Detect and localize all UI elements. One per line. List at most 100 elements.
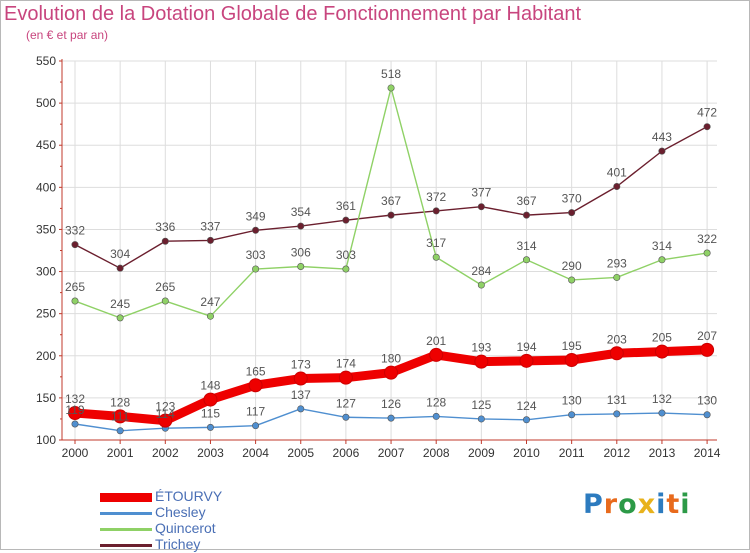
x-tick-label-2006: 2006	[333, 446, 360, 460]
y-tick-label-100: 100	[36, 433, 56, 447]
point-trichey-2006	[342, 216, 350, 224]
legend-swatch-quincerot	[100, 528, 152, 531]
point-chesley-2009	[477, 415, 485, 423]
point-chesley-2001	[116, 427, 124, 435]
point-chesley-2003	[206, 423, 214, 431]
point-quincerot-2005	[297, 263, 305, 271]
y-tick-label-500: 500	[36, 96, 56, 110]
x-tick-label-2004: 2004	[242, 446, 269, 460]
data-label-trichey-2011: 370	[562, 192, 582, 206]
point-quincerot-2013	[658, 256, 666, 264]
data-label-chesley-2010: 124	[516, 399, 536, 413]
point-trichey-2005	[297, 222, 305, 230]
y-tick-label-200: 200	[36, 349, 56, 363]
x-tick-label-2014: 2014	[694, 446, 721, 460]
point-tourvy-2002	[158, 413, 173, 428]
data-label-trichey-2004: 349	[246, 209, 266, 223]
data-label-chesley-2013: 132	[652, 392, 672, 406]
data-label-quincerot-2010: 314	[516, 239, 536, 253]
data-label-quincerot-2008: 317	[426, 236, 446, 250]
data-label-chesley-2006: 127	[336, 396, 356, 410]
legend-label-trichey: Trichey	[155, 536, 201, 552]
point-trichey-2003	[206, 236, 214, 244]
point-chesley-2006	[342, 413, 350, 421]
data-label-chesley-2003: 115	[201, 406, 220, 420]
x-tick-label-2003: 2003	[197, 446, 224, 460]
point-trichey-2009	[477, 203, 485, 211]
data-label-tourvy-2003: 148	[200, 379, 220, 393]
y-tick-label-450: 450	[36, 138, 56, 152]
point-tourvy-2001	[113, 409, 128, 424]
point-tourvy-2007	[384, 365, 399, 380]
point-tourvy-2005	[293, 371, 308, 386]
point-tourvy-2011	[564, 352, 579, 367]
data-label-trichey-2012: 401	[607, 165, 627, 179]
data-label-chesley-2004: 117	[246, 405, 265, 419]
point-tourvy-2000	[68, 406, 82, 421]
point-tourvy-2006	[338, 370, 353, 385]
data-label-tourvy-2007: 180	[381, 352, 401, 366]
point-tourvy-2003	[203, 392, 218, 407]
legend-item-chesley: Chesley	[100, 504, 300, 521]
point-tourvy-2010	[519, 353, 534, 368]
y-tick-label-550: 550	[36, 54, 56, 68]
legend-item-etourvy: ÉTOURVY	[100, 488, 300, 505]
data-label-trichey-2007: 367	[381, 194, 401, 208]
series-layer	[68, 84, 715, 435]
point-chesley-2008	[432, 412, 440, 420]
point-quincerot-2007	[387, 84, 395, 92]
point-quincerot-2008	[432, 253, 440, 261]
point-trichey-2001	[116, 264, 124, 272]
point-quincerot-2000	[71, 297, 79, 305]
data-label-quincerot-2001: 245	[110, 297, 130, 311]
legend-swatch-etourvy	[100, 493, 152, 502]
data-label-tourvy-2012: 203	[607, 332, 627, 346]
logo-letter: i	[680, 489, 691, 520]
data-label-chesley-2002: 114	[156, 407, 175, 421]
point-chesley-2007	[387, 414, 395, 422]
y-tick-label-400: 400	[36, 180, 56, 194]
data-label-tourvy-2006: 174	[336, 357, 356, 371]
point-trichey-2002	[161, 237, 169, 245]
point-tourvy-2008	[429, 347, 444, 362]
data-label-trichey-2010: 367	[516, 194, 536, 208]
x-tick-label-2002: 2002	[152, 446, 179, 460]
data-label-quincerot-2004: 303	[246, 248, 266, 262]
logo-letter: t	[666, 489, 681, 520]
data-label-chesley-2014: 130	[697, 394, 717, 408]
proxiti-logo: Proxiti	[583, 489, 691, 520]
point-chesley-2013	[658, 409, 666, 417]
point-quincerot-2002	[161, 297, 169, 305]
x-tick-label-2010: 2010	[513, 446, 540, 460]
point-tourvy-2004	[248, 378, 263, 393]
point-tourvy-2012	[609, 346, 624, 361]
x-tick-label-2001: 2001	[107, 446, 134, 460]
legend-label-quincerot: Quincerot	[155, 520, 216, 536]
chart-subtitle: (en € et par an)	[26, 28, 109, 42]
y-tick-label-150: 150	[36, 391, 56, 405]
data-label-quincerot-2011: 290	[562, 259, 582, 273]
x-tick-label-2009: 2009	[468, 446, 495, 460]
data-label-tourvy-2008: 201	[426, 334, 446, 348]
data-label-chesley-2001: 111	[111, 410, 130, 424]
data-label-trichey-2005: 354	[291, 205, 311, 219]
point-trichey-2013	[658, 147, 666, 155]
data-label-tourvy-2002: 123	[155, 400, 175, 414]
data-label-quincerot-2000: 265	[65, 280, 85, 294]
logo-letter: x	[637, 489, 657, 520]
x-tick-label-2005: 2005	[287, 446, 314, 460]
data-label-trichey-2009: 377	[471, 186, 491, 200]
data-label-trichey-2014: 472	[697, 106, 717, 120]
point-quincerot-2001	[116, 314, 124, 322]
data-label-quincerot-2012: 293	[607, 256, 627, 270]
point-chesley-2004	[252, 422, 260, 430]
point-quincerot-2012	[613, 273, 621, 281]
point-chesley-2000	[71, 420, 79, 428]
point-quincerot-2010	[522, 256, 530, 264]
data-label-tourvy-2013: 205	[652, 331, 672, 345]
axis-layer: 100 150 200 250 300 350 400 450 500 550 2000 2001 20…	[36, 54, 721, 460]
legend-label-chesley: Chesley	[155, 504, 206, 520]
grid-layer	[62, 60, 717, 440]
